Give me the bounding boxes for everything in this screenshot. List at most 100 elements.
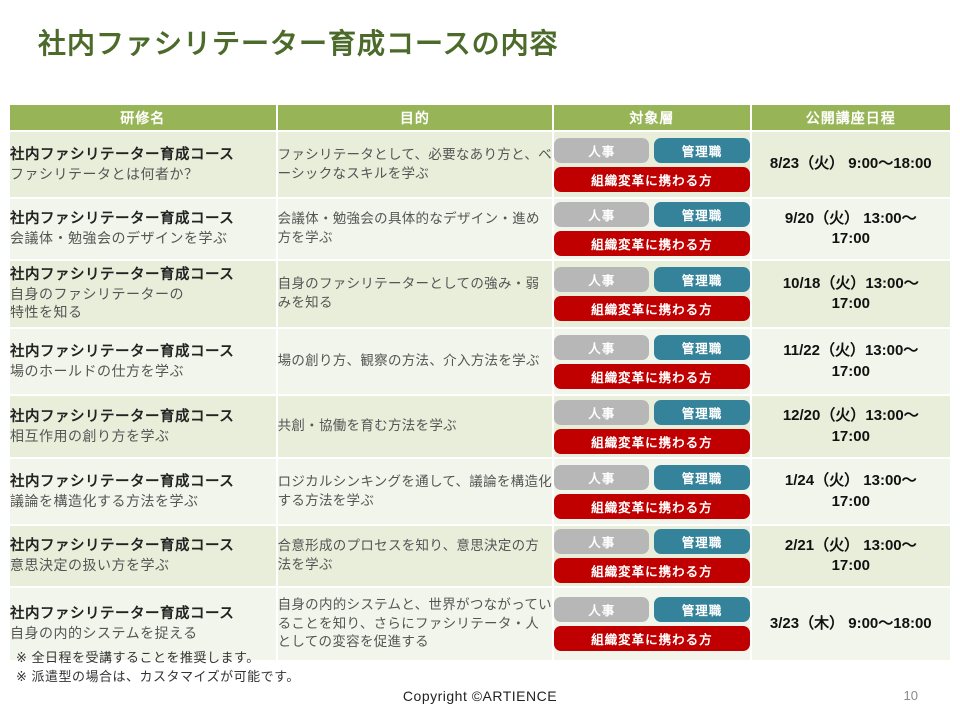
table-row: 社内ファシリテーター育成コース 議論を構造化する方法を学ぶ ロジカルシンキングを… [10, 459, 950, 524]
table-row: 社内ファシリテーター育成コース 会議体・勉強会のデザインを学ぶ 会議体・勉強会の… [10, 199, 950, 259]
course-name-subtitle: 会議体・勉強会のデザインを学ぶ [10, 230, 228, 247]
course-name-subtitle: 議論を構造化する方法を学ぶ [10, 492, 199, 509]
cell-training-name: 社内ファシリテーター育成コース 意思決定の扱い方を学ぶ [10, 526, 276, 586]
cell-training-name: 社内ファシリテーター育成コース ファシリテータとは何者か？ [10, 132, 276, 197]
cell-schedule: 1/24（火） 13:00～ 17:00 [751, 459, 950, 524]
cell-audience: 人事 管理職 組織変革に携わる方 [554, 132, 750, 197]
cell-purpose: 自身のファシリテーターとしての強み・弱みを知る [277, 261, 553, 327]
cell-purpose: 自身の内的システムと、世界がつながっていることを知り、さらにファシリテータ・人と… [277, 588, 553, 660]
cell-purpose: 共創・協働を育む方法を学ぶ [277, 396, 553, 457]
audience-badge-row: 人事 管理職 [554, 334, 750, 360]
cell-audience: 人事 管理職 組織変革に携わる方 [554, 588, 750, 660]
cell-schedule: 3/23（木） 9:00～18:00 [751, 588, 950, 660]
course-name-title: 社内ファシリテーター育成コース [10, 343, 235, 360]
column-header-audience: 対象層 [554, 105, 750, 130]
cell-purpose: 場の創り方、観察の方法、介入方法を学ぶ [277, 329, 553, 394]
audience-badge-hr: 人事 [554, 267, 650, 292]
audience-badge-row: 人事 管理職 [554, 399, 750, 425]
course-name-title: 社内ファシリテーター育成コース [10, 146, 235, 163]
audience-badge-managers: 管理職 [654, 597, 750, 622]
column-header-training-name: 研修名 [10, 105, 276, 130]
cell-purpose: 合意形成のプロセスを知り、意思決定の方法を学ぶ [277, 526, 553, 586]
cell-audience: 人事 管理職 組織変革に携わる方 [554, 459, 750, 524]
cell-training-name: 社内ファシリテーター育成コース 議論を構造化する方法を学ぶ [10, 459, 276, 524]
audience-badge-row: 人事 管理職 [554, 529, 750, 554]
footnotes: ※ 全日程を受講することを推奨します。 ※ 派遣型の場合は、カスタマイズが可能で… [16, 649, 300, 687]
cell-purpose: ファシリテータとして、必要なあり方と、ベーシックなスキルを学ぶ [277, 132, 553, 197]
audience-badge-row: 人事 管理職 [554, 597, 750, 622]
cell-schedule: 8/23（火） 9:00～18:00 [751, 132, 950, 197]
audience-badge-hr: 人事 [554, 137, 650, 163]
page-title: 社内ファシリテーター育成コースの内容 [38, 28, 559, 59]
cell-schedule: 12/20（火）13:00～ 17:00 [751, 396, 950, 457]
audience-badge-hr: 人事 [554, 529, 650, 554]
cell-schedule: 10/18（火）13:00～ 17:00 [751, 261, 950, 327]
course-name-subtitle: 自身のファシリテーターの 特性を知る [10, 286, 184, 321]
cell-training-name: 社内ファシリテーター育成コース 会議体・勉強会のデザインを学ぶ [10, 199, 276, 259]
table-row: 社内ファシリテーター育成コース 自身のファシリテーターの 特性を知る 自身のファシ… [10, 261, 950, 327]
audience-badge-org-change: 組織変革に携わる方 [554, 493, 750, 519]
audience-badge-managers: 管理職 [654, 464, 750, 490]
course-table: 研修名 目的 対象層 公開講座日程 社内ファシリテーター育成コース ファシリテー… [8, 103, 952, 662]
footnote-line: ※ 全日程を受講することを推奨します。 [16, 650, 260, 665]
course-name-subtitle: 自身の内的システムを捉える [10, 625, 198, 642]
cell-training-name: 社内ファシリテーター育成コース 場のホールドの仕方を学ぶ [10, 329, 276, 394]
table-header-row: 研修名 目的 対象層 公開講座日程 [10, 105, 950, 130]
cell-audience: 人事 管理職 組織変革に携わる方 [554, 261, 750, 327]
page-number: 10 [903, 688, 918, 703]
audience-badge-managers: 管理職 [654, 267, 750, 292]
audience-badge-row: 人事 管理職 [554, 202, 750, 227]
column-header-schedule: 公開講座日程 [751, 105, 950, 130]
cell-schedule: 9/20（火） 13:00～ 17:00 [751, 199, 950, 259]
table-row: 社内ファシリテーター育成コース 場のホールドの仕方を学ぶ 場の創り方、観察の方法… [10, 329, 950, 394]
course-name-title: 社内ファシリテーター育成コース [10, 408, 235, 425]
audience-badge-org-change: 組織変革に携わる方 [554, 626, 750, 651]
cell-audience: 人事 管理職 組織変革に携わる方 [554, 199, 750, 259]
cell-training-name: 社内ファシリテーター育成コース 自身のファシリテーターの 特性を知る [10, 261, 276, 327]
audience-badge-org-change: 組織変革に携わる方 [554, 428, 750, 454]
table-row: 社内ファシリテーター育成コース 自身の内的システムを捉える 自身の内的システムと… [10, 588, 950, 660]
cell-audience: 人事 管理職 組織変革に携わる方 [554, 329, 750, 394]
audience-badge-row: 人事 管理職 [554, 267, 750, 292]
course-name-title: 社内ファシリテーター育成コース [10, 473, 235, 490]
audience-badge-row: 人事 管理職 [554, 464, 750, 490]
copyright-text: Copyright ©ARTIENCE [402, 688, 558, 704]
audience-badge-org-change: 組織変革に携わる方 [554, 166, 750, 192]
audience-badge-hr: 人事 [554, 399, 650, 425]
cell-audience: 人事 管理職 組織変革に携わる方 [554, 526, 750, 586]
audience-badge-managers: 管理職 [654, 202, 750, 227]
audience-badge-org-change: 組織変革に携わる方 [554, 296, 750, 321]
audience-badge-managers: 管理職 [654, 137, 750, 163]
audience-badge-row: 人事 管理職 [554, 137, 750, 163]
footnote-line: ※ 派遣型の場合は、カスタマイズが可能です。 [16, 668, 300, 684]
cell-purpose: ロジカルシンキングを通して、議論を構造化する方法を学ぶ [277, 459, 553, 524]
audience-badge-managers: 管理職 [654, 529, 750, 554]
cell-schedule: 11/22（火）13:00～ 17:00 [751, 329, 950, 394]
cell-purpose: 会議体・勉強会の具体的なデザイン・進め方を学ぶ [277, 199, 553, 259]
course-name-title: 社内ファシリテーター育成コース [10, 606, 235, 623]
audience-badge-hr: 人事 [554, 202, 650, 227]
course-name-subtitle: 場のホールドの仕方を学ぶ [10, 362, 184, 379]
course-name-subtitle: 意思決定の扱い方を学ぶ [10, 557, 170, 574]
course-name-title: 社内ファシリテーター育成コース [10, 267, 235, 284]
table-row: 社内ファシリテーター育成コース 意思決定の扱い方を学ぶ 合意形成のプロセスを知り… [10, 526, 950, 586]
audience-badge-managers: 管理職 [654, 334, 750, 360]
course-name-title: 社内ファシリテーター育成コース [10, 538, 235, 555]
audience-badge-org-change: 組織変革に携わる方 [554, 363, 750, 389]
cell-audience: 人事 管理職 組織変革に携わる方 [554, 396, 750, 457]
table-row: 社内ファシリテーター育成コース 相互作用の創り方を学ぶ 共創・協働を育む方法を学… [10, 396, 950, 457]
table-row: 社内ファシリテーター育成コース ファシリテータとは何者か？ ファシリテータとして… [10, 132, 950, 197]
audience-badge-managers: 管理職 [654, 399, 750, 425]
course-name-subtitle: ファシリテータとは何者か？ [10, 165, 199, 182]
audience-badge-org-change: 組織変革に携わる方 [554, 231, 750, 256]
audience-badge-hr: 人事 [554, 334, 650, 360]
course-name-subtitle: 相互作用の創り方を学ぶ [10, 427, 170, 444]
cell-training-name: 社内ファシリテーター育成コース 相互作用の創り方を学ぶ [10, 396, 276, 457]
audience-badge-hr: 人事 [554, 464, 650, 490]
cell-schedule: 2/21（火） 13:00～ 17:00 [751, 526, 950, 586]
cell-training-name: 社内ファシリテーター育成コース 自身の内的システムを捉える [10, 588, 276, 660]
audience-badge-hr: 人事 [554, 597, 650, 622]
audience-badge-org-change: 組織変革に携わる方 [554, 558, 750, 583]
course-name-title: 社内ファシリテーター育成コース [10, 211, 235, 228]
column-header-purpose: 目的 [277, 105, 553, 130]
